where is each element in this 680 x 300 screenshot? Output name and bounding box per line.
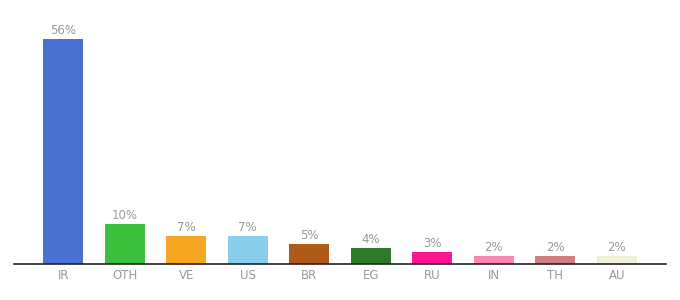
Bar <box>597 256 636 264</box>
Text: 2%: 2% <box>546 241 564 254</box>
Text: 10%: 10% <box>112 209 138 222</box>
Bar <box>228 236 268 264</box>
Bar <box>412 252 452 264</box>
Text: 4%: 4% <box>362 233 380 246</box>
Text: 2%: 2% <box>484 241 503 254</box>
Text: 56%: 56% <box>50 24 76 37</box>
Bar <box>105 224 145 264</box>
Bar <box>535 256 575 264</box>
Bar <box>44 39 83 264</box>
Text: 3%: 3% <box>423 237 441 250</box>
Bar <box>289 244 329 264</box>
Bar <box>351 248 391 264</box>
Bar <box>474 256 513 264</box>
Text: 2%: 2% <box>607 241 626 254</box>
Text: 5%: 5% <box>300 229 318 242</box>
Bar <box>167 236 206 264</box>
Text: 7%: 7% <box>239 221 257 234</box>
Text: 7%: 7% <box>177 221 196 234</box>
